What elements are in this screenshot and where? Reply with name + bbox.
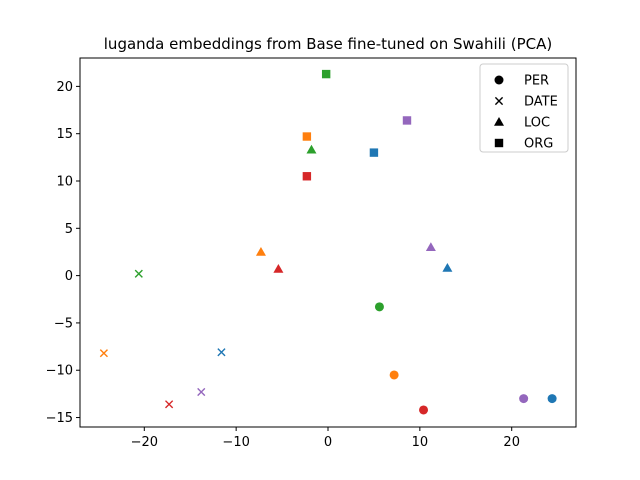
data-point-circle bbox=[374, 302, 384, 312]
legend-label: LOC bbox=[524, 116, 550, 131]
axes-frame bbox=[79, 57, 577, 428]
data-point-triangle bbox=[442, 263, 453, 272]
legend-marker-x bbox=[494, 96, 504, 106]
x-tick-label: −10 bbox=[222, 435, 249, 450]
data-point-circle bbox=[389, 370, 399, 380]
y-tick-label: 10 bbox=[56, 175, 73, 190]
data-point-square bbox=[302, 172, 312, 181]
data-point-triangle bbox=[255, 246, 266, 256]
y-tick-label: −10 bbox=[46, 364, 73, 379]
data-point-triangle bbox=[425, 242, 436, 251]
legend-label: DATE bbox=[524, 95, 558, 110]
data-point-square bbox=[402, 116, 412, 125]
data-point-circle bbox=[547, 394, 557, 404]
data-point-triangle bbox=[273, 263, 284, 273]
chart-title: luganda embeddings from Base fine-tuned … bbox=[104, 35, 552, 53]
ticks-layer: −20 −10 0 10 20 −15 −10 −5 0 5 10 15 20 bbox=[46, 80, 520, 450]
data-point-x bbox=[165, 400, 174, 409]
legend-marker-square bbox=[494, 138, 504, 148]
y-tick-label: 20 bbox=[56, 80, 73, 95]
x-tick-label: 20 bbox=[503, 435, 520, 450]
y-tick-label: 0 bbox=[65, 269, 73, 284]
points-layer bbox=[99, 69, 557, 415]
data-point-x bbox=[134, 269, 143, 278]
y-tick-label: 15 bbox=[56, 127, 73, 142]
legend-label: PER bbox=[524, 74, 549, 89]
data-point-square bbox=[369, 148, 379, 157]
data-point-x bbox=[99, 349, 108, 358]
data-point-x bbox=[197, 387, 206, 397]
y-tick-label: −5 bbox=[54, 316, 73, 331]
legend-box bbox=[479, 63, 569, 153]
x-tick-label: −20 bbox=[131, 435, 158, 450]
data-point-circle bbox=[519, 394, 529, 404]
data-point-circle bbox=[419, 405, 429, 415]
data-point-square bbox=[321, 69, 331, 79]
legend-marker-triangle bbox=[494, 117, 504, 126]
y-tick-label: −15 bbox=[46, 411, 73, 426]
legend-label: ORG bbox=[524, 137, 553, 152]
legend: PER DATE LOC ORG bbox=[479, 63, 569, 153]
legend-marker-circle bbox=[494, 75, 504, 85]
x-tick-label: 10 bbox=[412, 435, 429, 450]
data-point-x bbox=[217, 348, 226, 357]
data-point-triangle bbox=[306, 144, 317, 154]
y-tick-label: 5 bbox=[65, 222, 73, 237]
x-tick-label: 0 bbox=[324, 435, 332, 450]
data-point-square bbox=[302, 132, 312, 141]
